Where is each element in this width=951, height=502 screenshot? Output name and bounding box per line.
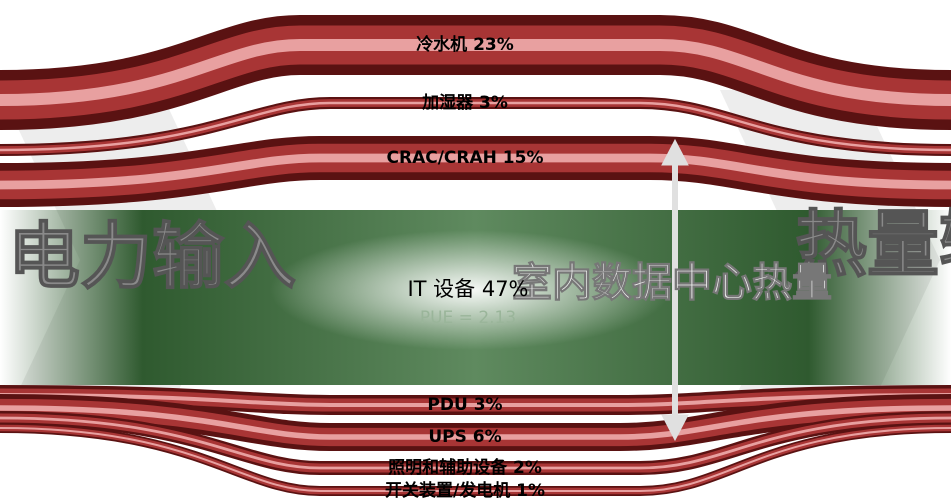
flow-label: 照明和辅助设备 2% bbox=[388, 457, 542, 478]
labels: 冷水机 23% 加湿器 3% CRAC/CRAH 15% PDU 3% UPS 6% 照明… bbox=[385, 34, 545, 501]
tube-highlight bbox=[0, 427, 951, 492]
tube-highlight bbox=[0, 153, 951, 190]
pue: PUE = 2.13 bbox=[420, 308, 516, 328]
flow-label: 冷水机 23% bbox=[416, 34, 514, 55]
flow-label: 加湿器 3% bbox=[421, 93, 508, 113]
arrow bbox=[661, 138, 689, 442]
output-title: 热量输出 bbox=[795, 203, 951, 287]
flow-label: UPS 6% bbox=[428, 427, 501, 447]
tube-highlight bbox=[0, 393, 951, 407]
flow-label: 开关装置/发电机 1% bbox=[385, 480, 545, 501]
flow-label: PDU 3% bbox=[427, 395, 502, 415]
tube-highlight bbox=[0, 39, 951, 106]
tube-highlight bbox=[0, 405, 951, 440]
it-label: IT 设备 47% bbox=[407, 277, 528, 301]
tubes bbox=[0, 15, 951, 496]
flow-label: CRAC/CRAH 15% bbox=[387, 148, 544, 168]
input-title: 电力输入 bbox=[8, 215, 296, 299]
tube-highlight bbox=[0, 416, 951, 470]
green-glow bbox=[270, 230, 670, 350]
tube-highlight bbox=[0, 101, 951, 152]
room-heat: 室内数据中心热量 bbox=[512, 260, 832, 306]
